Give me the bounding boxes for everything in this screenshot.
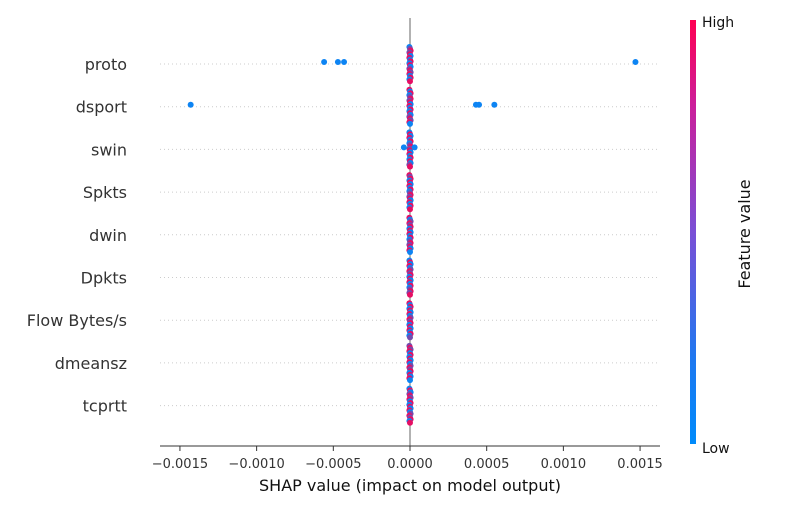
cluster-point (407, 291, 413, 298)
x-tick-label: 0.0000 (387, 457, 433, 472)
feature-label: proto (85, 55, 127, 74)
feature-label: Spkts (83, 183, 127, 202)
data-point (400, 144, 407, 151)
x-tick-label: 0.0015 (617, 457, 663, 472)
x-tick-label: −0.0005 (305, 457, 361, 472)
cluster-point (407, 206, 413, 213)
feature-label: Dpkts (81, 269, 127, 288)
data-point (411, 144, 418, 151)
cluster-point (407, 163, 413, 170)
colorbar: High Low Feature value (690, 15, 754, 457)
data-point (341, 59, 348, 65)
colorbar-low-label: Low (702, 441, 730, 457)
x-tick-label: 0.0005 (464, 457, 510, 472)
cluster-point (407, 120, 413, 127)
x-tick-label: −0.0015 (152, 457, 208, 472)
feature-label: swin (91, 140, 127, 159)
feature-label: tcprtt (83, 397, 127, 416)
x-tick-label: 0.0010 (541, 457, 587, 472)
colorbar-high-label: High (702, 15, 734, 31)
colorbar-gradient (690, 20, 696, 444)
x-tick-label: −0.0010 (228, 457, 284, 472)
gridlines (160, 63, 660, 407)
data-point (334, 59, 341, 65)
feature-label: dwin (89, 226, 127, 245)
x-axis-title: SHAP value (impact on model output) (259, 476, 561, 495)
cluster-point (407, 78, 413, 85)
cluster-point (407, 249, 413, 255)
colorbar-title: Feature value (735, 179, 754, 288)
data-point (491, 101, 498, 108)
data-point (187, 101, 194, 108)
data-point (321, 59, 328, 65)
cluster-point (407, 419, 413, 426)
feature-label: dsport (76, 98, 127, 117)
feature-label: dmeansz (55, 354, 127, 373)
feature-label: Flow Bytes/s (27, 311, 127, 330)
data-point (476, 101, 483, 108)
x-axis: −0.0015 −0.0010 −0.0005 0.0000 0.0005 0.0010 0… (152, 445, 663, 472)
cluster-point (407, 377, 413, 384)
data-point (632, 59, 639, 65)
data-points (187, 44, 639, 426)
cluster-point (407, 334, 413, 341)
feature-labels: proto dsport swin Spkts dwin Dpkts Flow Bytes/… (27, 55, 127, 416)
